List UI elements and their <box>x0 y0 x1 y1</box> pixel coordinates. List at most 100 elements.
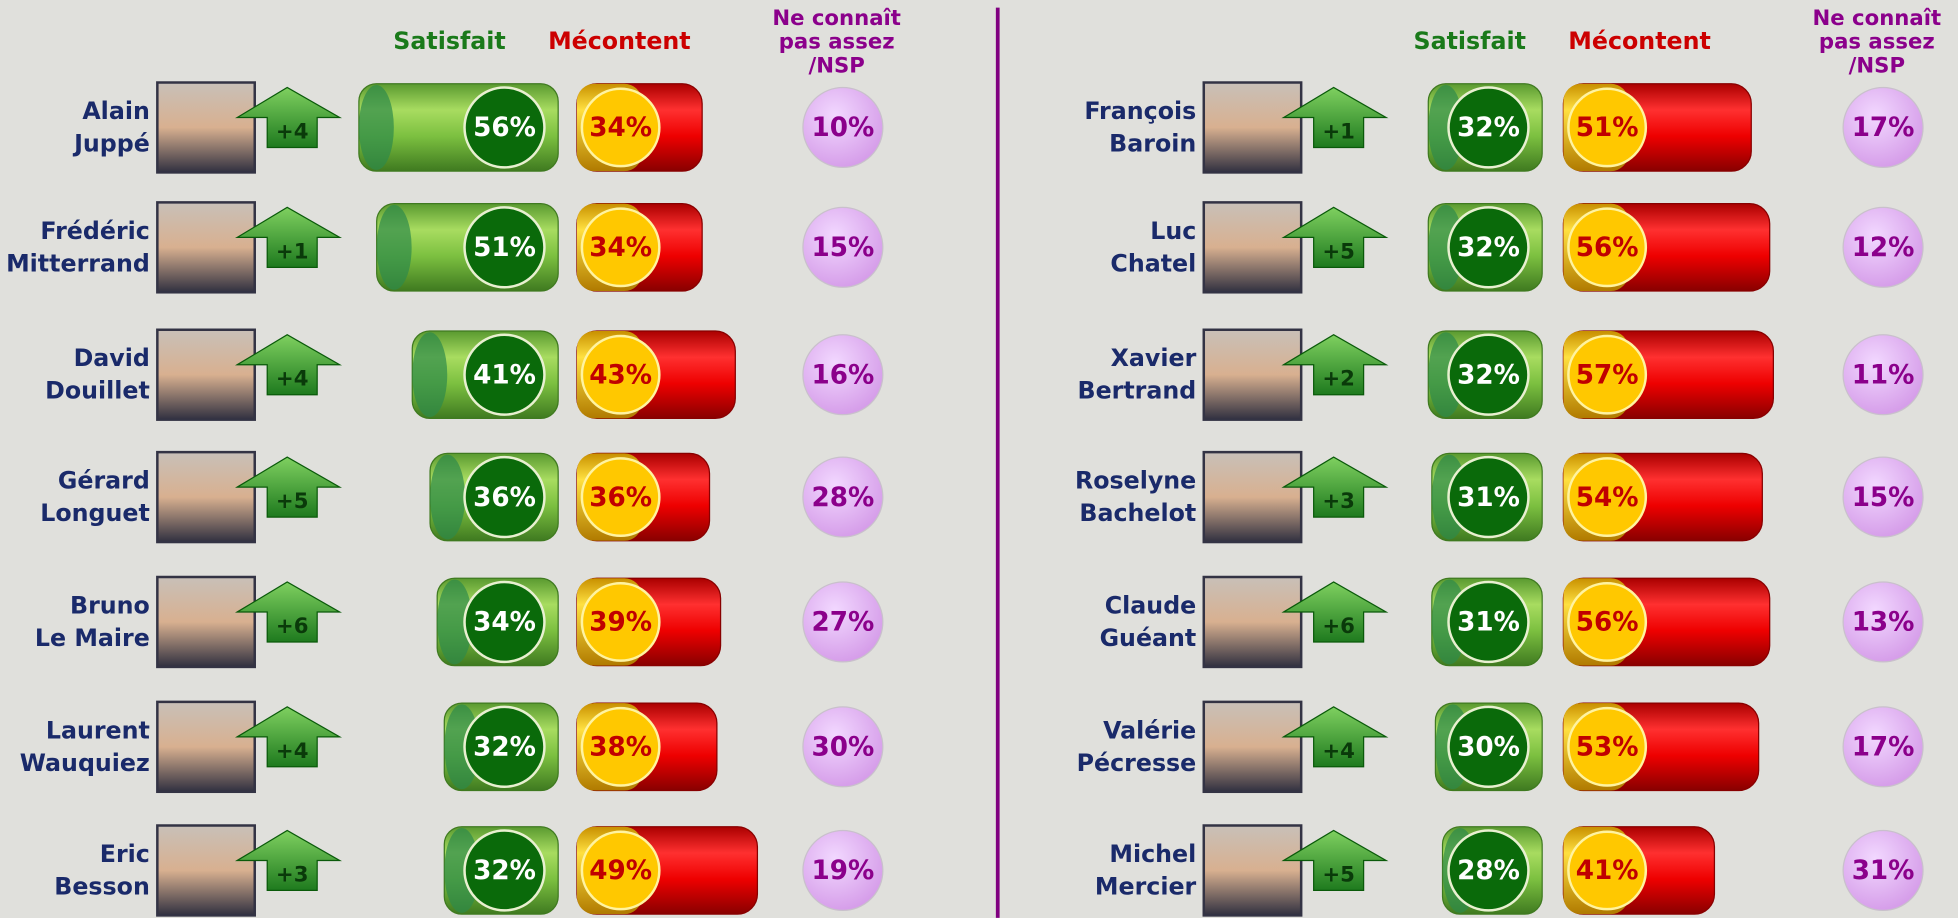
arrow <box>235 829 343 892</box>
mecontent-circle <box>1567 581 1648 662</box>
nsp-label: 27% <box>812 608 875 638</box>
mecontent-circle <box>1567 706 1648 787</box>
last-name: Chatel <box>1110 249 1196 277</box>
satisfait-label: 56% <box>473 113 536 143</box>
header-satisfait: Satisfait <box>1414 27 1526 55</box>
photo <box>1202 81 1303 174</box>
nsp-circle <box>1842 581 1924 663</box>
nsp-circle <box>802 86 884 169</box>
last-name: Baroin <box>1109 129 1196 157</box>
satisfait-circle <box>1447 455 1530 539</box>
nsp-label: 28% <box>812 483 875 513</box>
arrow <box>1281 581 1389 643</box>
header-satisfait: Satisfait <box>393 27 505 55</box>
photo <box>156 450 256 544</box>
mecontent-circle <box>580 706 661 787</box>
satisfait-label: 32% <box>1457 233 1520 263</box>
bar-cap <box>412 332 448 418</box>
arrow <box>235 206 343 268</box>
last-name: Bertrand <box>1077 377 1196 405</box>
first-name: François <box>1084 97 1196 125</box>
photo <box>1202 824 1303 917</box>
nsp-label: 17% <box>1852 113 1915 143</box>
change: +3 <box>1322 489 1355 514</box>
last-name: Pécresse <box>1077 749 1197 777</box>
photo <box>156 201 256 294</box>
last-name: Mitterrand <box>6 249 150 277</box>
nsp-label: 16% <box>812 360 875 390</box>
change: +4 <box>276 119 309 144</box>
mecontent-circle <box>1567 457 1648 538</box>
arrow <box>1281 829 1389 892</box>
nsp-label: 11% <box>1852 360 1915 390</box>
first-name: Alain <box>82 97 150 125</box>
last-name: Mercier <box>1095 872 1197 900</box>
satisfait-label: 36% <box>473 483 536 513</box>
nsp-circle <box>802 456 884 538</box>
satisfait-label: 32% <box>1457 360 1520 390</box>
first-name: Luc <box>1150 217 1196 245</box>
arrow <box>1281 86 1389 149</box>
photo <box>156 81 256 174</box>
satisfait-label: 32% <box>473 733 536 763</box>
satisfait-circle <box>1447 86 1530 169</box>
mecontent-circle <box>1567 334 1648 415</box>
nsp-circle <box>1842 456 1924 538</box>
arrow <box>235 456 343 518</box>
first-name: Valérie <box>1103 716 1196 744</box>
last-name: Guéant <box>1100 624 1197 652</box>
satisfait-label: 30% <box>1457 733 1520 763</box>
satisfait-circle <box>463 705 546 789</box>
nsp-circle <box>802 706 884 788</box>
nsp-circle <box>1842 86 1924 169</box>
nsp-label: 19% <box>812 856 875 886</box>
photo <box>156 575 256 669</box>
photo <box>1202 575 1303 669</box>
nsp-circle <box>1842 334 1924 416</box>
header-nsp: pas assez <box>779 30 895 55</box>
nsp-circle <box>1842 706 1924 788</box>
photo <box>1202 450 1303 544</box>
change: +6 <box>276 614 309 639</box>
change: +1 <box>276 239 309 264</box>
mecontent-circle <box>1567 830 1648 911</box>
mecontent-label: 57% <box>1576 360 1639 390</box>
satisfait-label: 32% <box>1457 113 1520 143</box>
mecontent-label: 41% <box>1576 856 1639 886</box>
satisfait-label: 32% <box>473 856 536 886</box>
header-mecontent: Mécontent <box>1568 27 1711 55</box>
satisfait-circle <box>463 206 546 289</box>
nsp-label: 15% <box>812 233 875 263</box>
bar-cap <box>376 204 412 290</box>
bar-cap <box>430 454 466 540</box>
arrow <box>1281 456 1389 518</box>
satisfait-circle <box>463 829 546 912</box>
satisfait-circle <box>463 333 546 416</box>
last-name: Douillet <box>45 377 150 405</box>
satisfait-circle <box>1447 206 1530 289</box>
change: +5 <box>1322 862 1355 887</box>
arrow <box>235 334 343 396</box>
satisfait-label: 34% <box>473 608 536 638</box>
nsp-circle <box>1842 206 1924 288</box>
nsp-label: 12% <box>1852 233 1915 263</box>
last-name: Besson <box>54 872 150 900</box>
mecontent-label: 36% <box>589 483 652 513</box>
first-name: Bruno <box>70 591 150 619</box>
header-nsp: /NSP <box>1849 53 1905 78</box>
mecontent-label: 53% <box>1576 733 1639 763</box>
satisfait-circle <box>1447 580 1530 664</box>
change: +5 <box>276 489 309 514</box>
bar-cap <box>358 85 394 170</box>
change: +1 <box>1322 119 1355 144</box>
nsp-label: 15% <box>1852 483 1915 513</box>
change: +5 <box>1322 239 1355 264</box>
nsp-circle <box>802 829 884 912</box>
photo <box>156 328 256 421</box>
mecontent-circle <box>580 457 661 538</box>
mecontent-label: 54% <box>1576 483 1639 513</box>
mecontent-circle <box>580 581 661 662</box>
change: +4 <box>276 367 309 392</box>
nsp-label: 13% <box>1852 608 1915 638</box>
mecontent-circle <box>580 830 661 911</box>
